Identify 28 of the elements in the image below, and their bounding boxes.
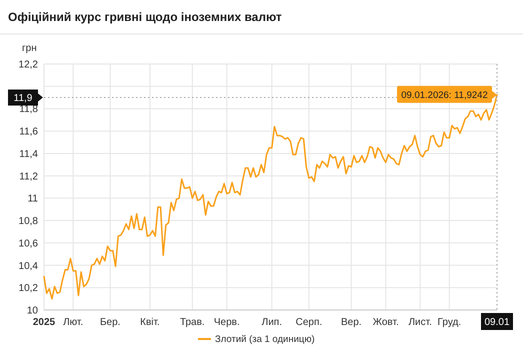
x-tick-label: Лют. bbox=[63, 317, 84, 328]
y-tick-label: 11,2 bbox=[19, 171, 38, 182]
x-tick-label: Трав. bbox=[180, 317, 205, 328]
x-tick-label: Черв. bbox=[214, 317, 240, 328]
x-tick-label: Квіт. bbox=[140, 317, 160, 328]
y-tick-label: 12,2 bbox=[18, 60, 38, 70]
y-tick-label: 11 bbox=[28, 194, 38, 205]
legend-label: Злотий (за 1 одиницю) bbox=[215, 334, 315, 345]
x-tick-label: Груд. bbox=[438, 317, 462, 328]
x-tick-label: 09.01 bbox=[484, 317, 510, 328]
y-axis-title: грн bbox=[22, 43, 37, 54]
x-tick-label: Серп. bbox=[296, 317, 322, 328]
y-tick-label: 10 bbox=[26, 306, 38, 316]
y-tick-label: 10,2 bbox=[18, 283, 38, 294]
x-tick-label: Жовт. bbox=[372, 317, 399, 328]
y-tick-label: 11,4 bbox=[19, 148, 38, 160]
y-tick-label: 10,4 bbox=[18, 260, 38, 272]
y-tick-label: 10,8 bbox=[18, 216, 38, 228]
x-tick-label: Бер. bbox=[100, 317, 120, 328]
chart-title: Офіційний курс гривні щодо іноземних валют bbox=[8, 10, 282, 24]
x-tick-label: Лист. bbox=[408, 317, 432, 328]
y-tick-label: 10,6 bbox=[18, 238, 38, 250]
annotation: 09.01.2026: 11,9242 bbox=[401, 90, 488, 102]
ref-line-label: 11,9 bbox=[14, 93, 33, 104]
x-tick-label: Вер. bbox=[341, 317, 362, 328]
x-tick-label: 2025 bbox=[32, 317, 56, 328]
y-tick-label: 11,6 bbox=[19, 126, 38, 138]
x-tick-label: Лип. bbox=[262, 317, 282, 328]
